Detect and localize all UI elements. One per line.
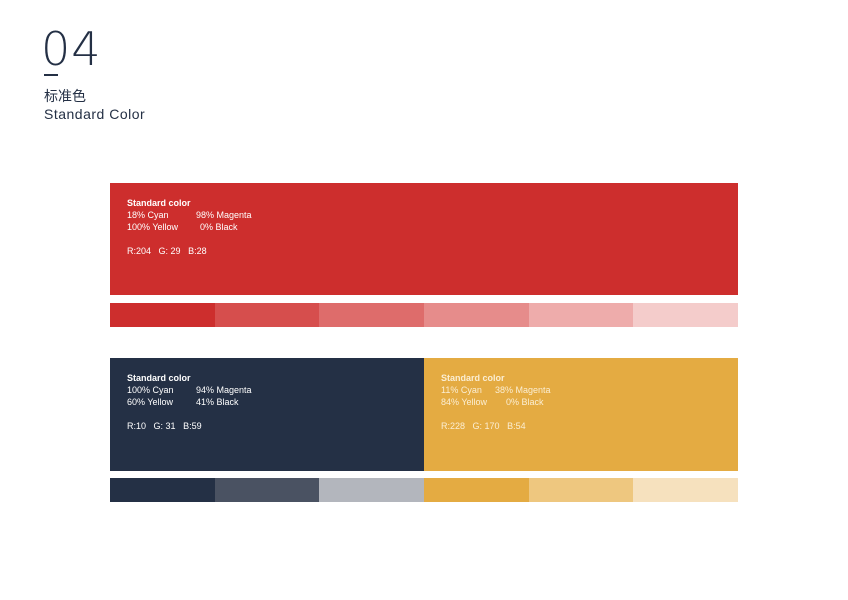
color-label: Standard color: [441, 373, 505, 383]
tint-swatch: [528, 478, 634, 502]
cyan-value: 11% Cyan: [441, 385, 482, 395]
tint-swatch: [424, 303, 529, 327]
yellow-value: 100% Yellow: [127, 222, 179, 232]
section-title-en: Standard Color: [44, 106, 146, 122]
black-value: 0% Black: [506, 397, 544, 407]
r-value: R:204: [127, 246, 152, 256]
magenta-value: 98% Magenta: [196, 210, 252, 220]
r-value: R:10: [127, 421, 147, 431]
yellow-value: 60% Yellow: [127, 397, 174, 407]
yellow-value: 84% Yellow: [441, 397, 488, 407]
color-block-navy: Standard color 100% Cyan 94% Magenta 60% …: [110, 358, 424, 471]
color-block-red: Standard color 18% Cyan 98% Magenta 100% …: [110, 183, 738, 295]
g-value: G: 170: [472, 421, 500, 431]
magenta-value: 94% Magenta: [196, 385, 252, 395]
color-label: Standard color: [127, 198, 191, 208]
color-block-gold: Standard color 11% Cyan 38% Magenta 84% Y…: [424, 358, 738, 471]
tint-swatch: [528, 303, 634, 327]
tint-swatch: [110, 478, 215, 502]
tint-swatch: [424, 478, 529, 502]
g-value: G: 29: [158, 246, 181, 256]
cyan-value: 18% Cyan: [127, 210, 169, 220]
color-label: Standard color: [127, 373, 191, 383]
tint-strip-red: [110, 303, 739, 327]
tint-swatch: [319, 478, 425, 502]
cyan-value: 100% Cyan: [127, 385, 174, 395]
b-value: B:28: [188, 246, 207, 256]
section-title-cn: 标准色: [44, 89, 86, 105]
tint-swatch: [633, 478, 739, 502]
divider: [44, 74, 58, 76]
tint-strip-navy: [110, 478, 425, 502]
tint-strip-gold: [424, 478, 739, 502]
black-value: 41% Black: [196, 397, 239, 407]
tint-swatch: [110, 303, 215, 327]
tint-swatch: [214, 478, 320, 502]
r-value: R:228: [441, 421, 466, 431]
tint-swatch: [319, 303, 425, 327]
black-value: 0% Black: [200, 222, 238, 232]
b-value: B:54: [507, 421, 526, 431]
g-value: G: 31: [153, 421, 176, 431]
b-value: B:59: [183, 421, 202, 431]
section-number: 04: [41, 22, 102, 76]
tint-swatch: [633, 303, 739, 327]
magenta-value: 38% Magenta: [495, 385, 551, 395]
tint-swatch: [214, 303, 320, 327]
